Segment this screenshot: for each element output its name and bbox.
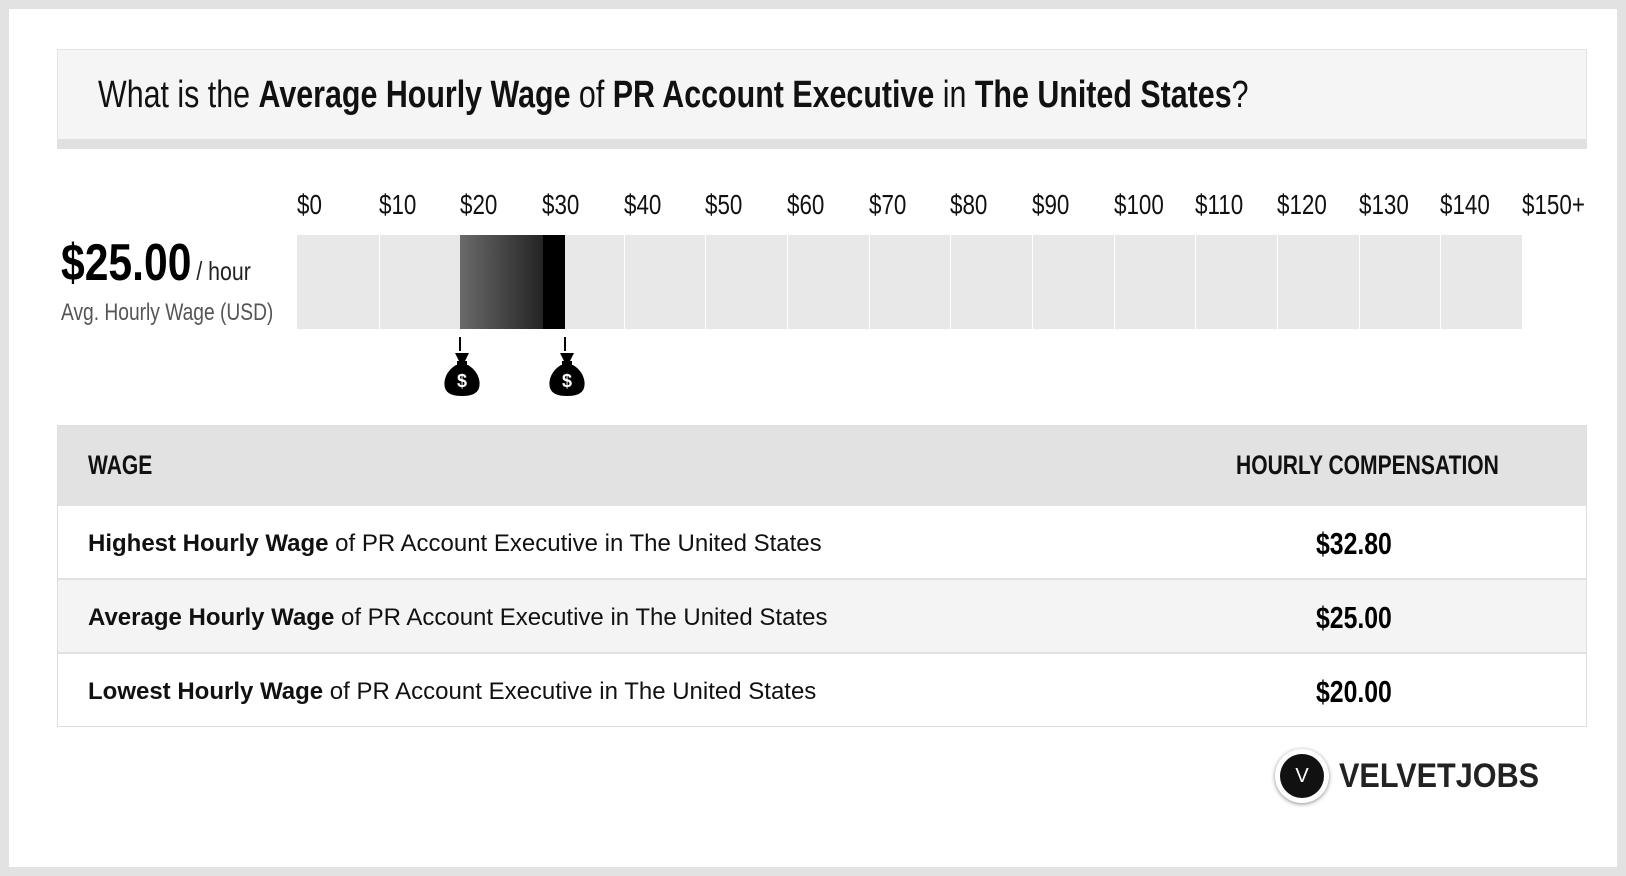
chart-cell <box>624 235 706 329</box>
x-tick-label: $130 <box>1358 189 1409 220</box>
question-header: What is the Average Hourly Wage of PR Ac… <box>57 49 1587 149</box>
x-tick-label: $80 <box>950 189 988 220</box>
money-bag-icon: $ <box>547 351 587 397</box>
row-value: $25.00 <box>1316 600 1392 635</box>
range-marker-line <box>459 337 462 351</box>
average-wage-unit: / hour <box>196 256 251 286</box>
chart-cell <box>1196 235 1277 329</box>
x-tick-label: $140 <box>1440 189 1491 220</box>
wage-range-tip <box>543 235 565 329</box>
x-tick-label: $100 <box>1113 189 1164 220</box>
chart-cell <box>951 235 1032 329</box>
chart-cell <box>706 235 787 329</box>
x-tick-label: $50 <box>705 189 743 220</box>
average-wage-label: Avg. Hourly Wage (USD) <box>61 299 274 326</box>
question-title: What is the Average Hourly Wage of PR Ac… <box>98 74 1249 116</box>
brand-name: VELVETJOBS <box>1339 757 1540 795</box>
x-tick-label: $0 <box>297 189 322 220</box>
table-row-lowest: Lowest Hourly Wage of PR Account Executi… <box>58 652 1586 726</box>
x-tick-label: $40 <box>623 189 662 220</box>
wage-range-chart: $0 $10 $20 $30 $40 $50 $60 $70 $80 $90 $100 $110 $12… <box>9 9 1617 429</box>
x-tick-label: $30 <box>542 189 580 220</box>
x-tick-label: $60 <box>787 189 825 220</box>
money-bag-icon: $ <box>442 351 482 397</box>
chart-cell <box>1114 235 1196 329</box>
row-label: Lowest Hourly Wage of PR Account Executi… <box>88 678 817 705</box>
row-value: $20.00 <box>1316 674 1392 709</box>
chart-cell <box>1278 235 1359 329</box>
wage-table: WAGE HOURLY COMPENSATION Highest Hourly … <box>57 425 1587 727</box>
row-value: $32.80 <box>1316 526 1392 561</box>
table-header: WAGE HOURLY COMPENSATION <box>58 426 1586 504</box>
chart-cell <box>869 235 951 329</box>
header-wage: WAGE <box>88 450 153 480</box>
average-wage-value: $25.00/ hour <box>61 234 251 292</box>
brand-footer[interactable]: V VELVETJOBS <box>1275 749 1539 805</box>
svg-text:$: $ <box>562 371 572 391</box>
chart-cell <box>1441 235 1522 329</box>
x-tick-label: $90 <box>1032 189 1070 220</box>
x-tick-label: $70 <box>868 189 907 220</box>
average-summary: $25.00/ hour Avg. Hourly Wage (USD) <box>61 233 341 327</box>
range-marker-line <box>563 337 566 351</box>
table-row-highest: Highest Hourly Wage of PR Account Execut… <box>58 504 1586 578</box>
chart-cell <box>1359 235 1441 329</box>
x-tick-label: $20 <box>460 189 498 220</box>
x-tick-label: $150+ <box>1522 189 1585 220</box>
chart-cell <box>297 235 379 329</box>
x-tick-label: $110 <box>1195 189 1244 220</box>
header-hourly-compensation: HOURLY COMPENSATION <box>1236 450 1499 480</box>
velvetjobs-logo-icon: V <box>1275 749 1329 803</box>
wage-card: What is the Average Hourly Wage of PR Ac… <box>9 9 1617 867</box>
row-label: Highest Hourly Wage of PR Account Execut… <box>88 530 822 557</box>
chart-cell <box>379 235 461 329</box>
chart-cell <box>788 235 869 329</box>
table-row-average: Average Hourly Wage of PR Account Execut… <box>58 578 1586 652</box>
x-tick-label: $10 <box>378 189 417 220</box>
row-label: Average Hourly Wage of PR Account Execut… <box>88 604 828 631</box>
svg-text:$: $ <box>457 371 467 391</box>
chart-cell <box>1033 235 1114 329</box>
x-tick-label: $120 <box>1277 189 1327 220</box>
